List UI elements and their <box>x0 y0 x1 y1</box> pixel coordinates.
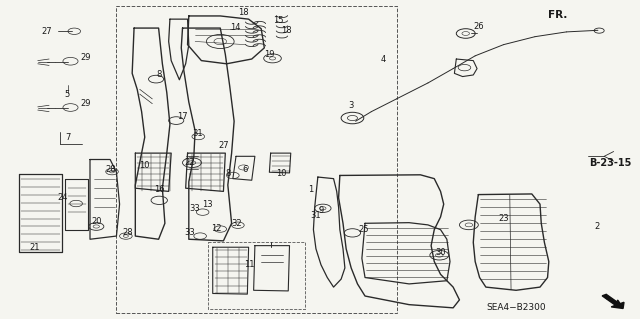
Text: 32: 32 <box>231 219 242 228</box>
Text: 25: 25 <box>359 225 369 234</box>
Text: 31: 31 <box>310 211 321 220</box>
Text: 15: 15 <box>273 16 284 25</box>
Text: 22: 22 <box>184 158 195 167</box>
Bar <box>208 242 305 309</box>
Text: 33: 33 <box>189 204 200 213</box>
Text: SEA4−B2300: SEA4−B2300 <box>486 303 546 312</box>
Bar <box>116 6 397 313</box>
Text: 27: 27 <box>42 27 52 36</box>
Text: 5: 5 <box>65 90 70 99</box>
Text: 26: 26 <box>474 22 484 31</box>
FancyArrow shape <box>602 294 624 308</box>
Text: 6: 6 <box>243 165 248 174</box>
Text: 8: 8 <box>156 70 161 79</box>
Text: 28: 28 <box>105 165 116 174</box>
Text: 20: 20 <box>91 217 102 226</box>
Text: 29: 29 <box>80 53 90 62</box>
Text: 30: 30 <box>435 248 446 256</box>
Text: 21: 21 <box>29 243 40 252</box>
Text: 8: 8 <box>225 169 230 178</box>
Text: 23: 23 <box>498 214 509 223</box>
Text: 11: 11 <box>244 260 255 269</box>
Text: 28: 28 <box>122 228 132 237</box>
Text: 13: 13 <box>202 200 213 209</box>
Text: 10: 10 <box>139 161 149 170</box>
Text: 17: 17 <box>177 112 188 121</box>
Text: FR.: FR. <box>548 10 567 20</box>
Text: B-23-15: B-23-15 <box>589 158 632 168</box>
Text: 7: 7 <box>65 133 70 142</box>
Text: 14: 14 <box>230 23 241 32</box>
Text: 9: 9 <box>319 206 324 215</box>
Text: 18: 18 <box>282 26 292 35</box>
Text: 4: 4 <box>381 55 386 63</box>
Text: 19: 19 <box>264 50 275 59</box>
Text: 29: 29 <box>80 99 90 108</box>
Text: 3: 3 <box>348 101 353 110</box>
Text: 12: 12 <box>211 224 221 233</box>
Text: 18: 18 <box>237 8 248 17</box>
Text: 1: 1 <box>308 185 314 194</box>
Text: 16: 16 <box>154 185 164 194</box>
Text: 31: 31 <box>193 129 204 138</box>
Text: 27: 27 <box>218 141 229 150</box>
Text: 33: 33 <box>184 228 195 237</box>
Text: 10: 10 <box>276 169 286 178</box>
Text: 24: 24 <box>58 193 68 202</box>
Text: 2: 2 <box>595 222 600 231</box>
